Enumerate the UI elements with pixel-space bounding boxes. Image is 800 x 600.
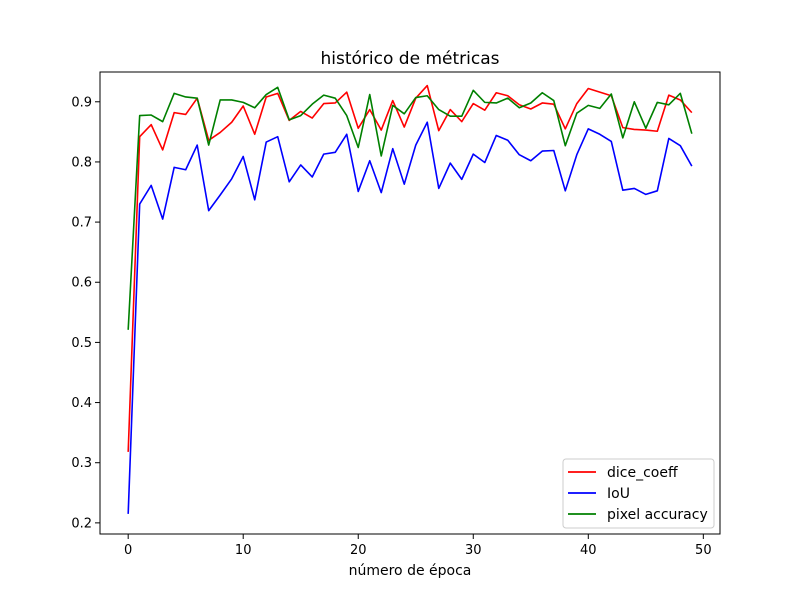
y-tick-label: 0.4: [71, 396, 92, 411]
x-tick-label: 0: [124, 543, 132, 558]
x-tick-label: 40: [580, 543, 597, 558]
y-tick-label: 0.2: [71, 516, 92, 531]
legend-box: [562, 458, 715, 529]
x-axis-label: número de época: [349, 563, 472, 579]
plot-frame: [99, 71, 721, 535]
chart-title: histórico de métricas: [321, 49, 500, 69]
y-tick-label: 0.3: [71, 456, 92, 471]
y-tick-label: 0.9: [71, 95, 92, 110]
x-tick-label: 50: [695, 543, 712, 558]
x-tick-label: 10: [235, 543, 252, 558]
series-line-pixel-accuracy: [127, 86, 693, 330]
x-axis: 0 10 20 30 40 50: [124, 534, 712, 558]
y-axis: 0.2 0.3 0.4 0.5 0.6 0.7 0.8 0.9: [71, 95, 100, 531]
x-tick-label: 30: [465, 543, 482, 558]
legend-label: IoU: [607, 486, 630, 502]
series-line-iou: [127, 121, 693, 514]
y-tick-label: 0.5: [71, 336, 92, 351]
y-tick-label: 0.8: [71, 155, 92, 170]
legend-label: pixel accuracy: [607, 507, 708, 523]
series-line-dice-coeff: [127, 84, 693, 452]
legend-label: dice_coeff: [607, 465, 678, 481]
plot-area: [127, 84, 693, 514]
y-tick-label: 0.6: [71, 276, 92, 291]
x-tick-label: 20: [350, 543, 367, 558]
y-tick-label: 0.7: [71, 216, 92, 231]
legend: dice_coeff IoU pixel accuracy: [562, 458, 715, 529]
